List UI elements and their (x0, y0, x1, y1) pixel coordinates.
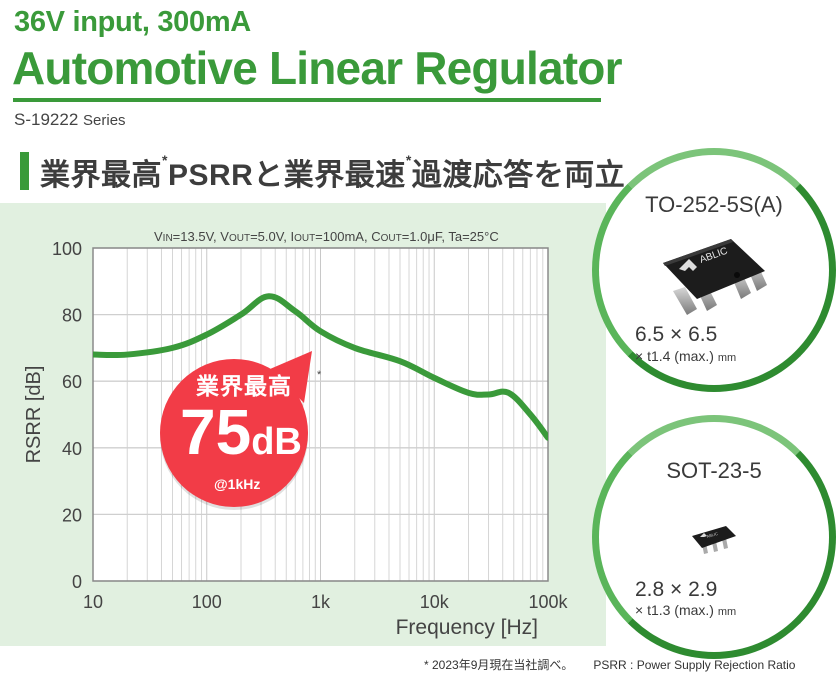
headline-part2: PSRRと業界最速 (167, 159, 406, 192)
package-thickness: × t1.4 (max.) mm (635, 348, 737, 364)
svg-text:20: 20 (62, 505, 82, 525)
svg-text:40: 40 (62, 439, 82, 459)
svg-text:ABLIC: ABLIC (706, 531, 719, 539)
svg-text:100: 100 (192, 592, 222, 612)
footnote: * 2023年9月現在当社調べ。 PSRR : Power Supply Reje… (424, 656, 795, 673)
badge-value: 75dB (180, 400, 302, 464)
footnote-note: * 2023年9月現在当社調べ。 (424, 658, 574, 672)
badge-number: 75 (180, 396, 252, 468)
headline-part1: 業界最高 (40, 159, 162, 192)
footnote-mark: * (405, 152, 412, 168)
series-label: S-19222 Series (14, 110, 126, 130)
package-thickness: × t1.3 (max.) mm (635, 602, 737, 618)
psrr-chart: 0 20 40 60 80 100 10 100 1k 10k 100k Frequency [Hz… (23, 239, 569, 639)
series-word: Series (83, 112, 126, 129)
page-title: Automotive Linear Regulator (12, 42, 622, 94)
badge-unit: dB (251, 421, 302, 463)
svg-text:10k: 10k (420, 592, 450, 612)
headline-part3: 過渡応答を両立 (411, 159, 626, 192)
svg-text:Frequency [Hz]: Frequency [Hz] (396, 616, 538, 639)
test-conditions: VIN=13.5V, VOUT=5.0V, IOUT=100mA, COUT=1… (154, 229, 499, 244)
axis-labels: Frequency [Hz] RSRR [dB] (23, 366, 538, 639)
footnote-definition: PSRR : Power Supply Rejection Ratio (593, 658, 796, 672)
svg-text:RSRR [dB]: RSRR [dB] (23, 366, 45, 464)
package-card-to252: TO-252-5S(A) ABLIC 6.5 × 6.5 × t1.4 (max… (592, 148, 836, 392)
package-dimensions: 2.8 × 2.9 (635, 578, 718, 601)
badge-label: 業界最高 (196, 373, 292, 399)
svg-text:80: 80 (62, 306, 82, 326)
svg-text:10: 10 (83, 592, 103, 612)
svg-text:60: 60 (62, 372, 82, 392)
tick-labels: 0 20 40 60 80 100 10 100 1k 10k 100k (52, 239, 569, 612)
series-code: S-19222 (14, 110, 79, 129)
chip-to252-icon: ABLIC (663, 239, 767, 315)
title-underline (13, 98, 601, 102)
footnote-mark: * (162, 152, 168, 168)
package-dimensions: 6.5 × 6.5 (635, 323, 718, 346)
badge-footnote-mark: * (317, 369, 322, 381)
badge-bubble (160, 351, 312, 510)
chip-sot23-icon: ABLIC (692, 526, 736, 554)
badge-frequency: @1kHz (214, 476, 261, 492)
subtitle: 36V input, 300mA (14, 6, 251, 38)
psrr-curve (93, 293, 548, 441)
chart-axes (92, 247, 549, 582)
svg-text:100k: 100k (528, 592, 568, 612)
headline-bar (20, 152, 29, 190)
svg-text:100: 100 (52, 239, 82, 259)
headline: 業界最高*PSRRと業界最速*過渡応答を両立 (40, 150, 625, 194)
package-name: TO-252-5S(A) (645, 192, 783, 217)
package-card-sot235: SOT-23-5 ABLIC 2.8 × 2.9 × t1.3 (max.) m… (592, 415, 836, 659)
package-name: SOT-23-5 (666, 458, 762, 483)
svg-text:1k: 1k (311, 592, 331, 612)
svg-text:0: 0 (72, 572, 82, 592)
